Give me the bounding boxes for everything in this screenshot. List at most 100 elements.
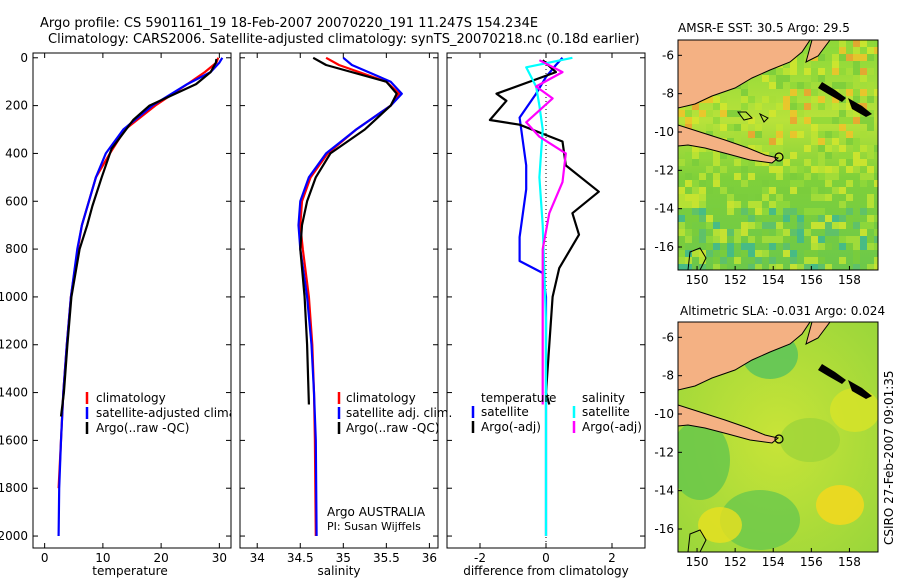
sst-cell (776, 187, 783, 194)
sst-cell (706, 187, 713, 194)
x-tick-label: 36 (422, 551, 437, 565)
sst-cell (832, 145, 839, 152)
sst-cell (853, 166, 860, 173)
sst-cell (706, 96, 713, 103)
sst-cell (769, 257, 776, 264)
sst-cell (783, 243, 790, 250)
sst-cell (790, 257, 797, 264)
sst-cell (839, 82, 846, 89)
sst-cell (867, 54, 874, 61)
legend-label-argo: Argo(..raw -QC) (96, 421, 189, 435)
sst-cell (769, 187, 776, 194)
sst-cell (846, 68, 853, 75)
sst-cell (755, 194, 762, 201)
sst-cell (720, 264, 727, 270)
sst-cell (790, 131, 797, 138)
difference-legend: temperature satellite Argo(-adj) salinit… (471, 391, 642, 434)
sst-cell (699, 173, 706, 180)
sst-cell (874, 173, 878, 180)
sst-cell (853, 222, 860, 229)
y-tick-label: 600 (5, 194, 28, 208)
sst-cell (839, 47, 846, 54)
sst-cell (783, 229, 790, 236)
sst-cell (853, 89, 860, 96)
sst-cell (811, 194, 818, 201)
sst-cell (678, 194, 685, 201)
sst-cell (685, 257, 692, 264)
sst-cell (783, 250, 790, 257)
sst-cell (811, 89, 818, 96)
sst-cell (699, 257, 706, 264)
sst-cell (790, 166, 797, 173)
sst-cell (867, 40, 874, 47)
sst-cell (811, 187, 818, 194)
sst-cell (769, 208, 776, 215)
sst-cell (699, 187, 706, 194)
series-line (299, 56, 398, 405)
sst-cell (825, 145, 832, 152)
sst-cell (811, 243, 818, 250)
sst-cell (825, 180, 832, 187)
sst-cell (748, 215, 755, 222)
sst-cell (790, 82, 797, 89)
sst-cell (776, 152, 783, 159)
sst-cell (832, 103, 839, 110)
sst-cell (874, 47, 878, 54)
sst-cell (776, 201, 783, 208)
sst-cell (860, 229, 867, 236)
sst-cell (692, 229, 699, 236)
map-x-tick-label: 150 (686, 555, 709, 569)
sst-cell (839, 187, 846, 194)
sst-cell (783, 208, 790, 215)
sst-cell (874, 215, 878, 222)
sst-cell (769, 96, 776, 103)
sst-cell (853, 159, 860, 166)
sst-cell (853, 61, 860, 68)
sst-cell (692, 250, 699, 257)
sst-cell (741, 82, 748, 89)
sst-cell (748, 222, 755, 229)
map-y-tick-label: -8 (662, 369, 674, 383)
sst-cell (713, 236, 720, 243)
sst-cell (860, 208, 867, 215)
sst-cell (832, 131, 839, 138)
sst-cell (818, 215, 825, 222)
sst-cell (713, 264, 720, 270)
sst-cell (811, 159, 818, 166)
sst-cell (790, 61, 797, 68)
sst-cell (839, 215, 846, 222)
sst-cell (797, 110, 804, 117)
map-x-tick-label: 156 (800, 273, 823, 287)
sst-cell (776, 159, 783, 166)
sst-cell (734, 236, 741, 243)
sst-cell (699, 264, 706, 270)
sst-cell (832, 82, 839, 89)
sst-cell (818, 75, 825, 82)
sst-cell (853, 54, 860, 61)
sst-cell (797, 166, 804, 173)
sst-cell (790, 117, 797, 124)
side-timestamp: CSIRO 27-Feb-2007 09:01:35 (882, 370, 896, 545)
sst-cell (818, 117, 825, 124)
sst-cell (853, 82, 860, 89)
sst-cell (720, 124, 727, 131)
sst-cell (818, 187, 825, 194)
sst-cell (804, 250, 811, 257)
sla-mid-1 (780, 418, 840, 462)
sst-cell (804, 117, 811, 124)
sst-cell (853, 152, 860, 159)
y-tick-label: 0 (20, 51, 28, 65)
sst-cell (811, 96, 818, 103)
sst-cell (790, 103, 797, 110)
sst-cell (860, 159, 867, 166)
legend-label-climatology: climatology (96, 391, 166, 405)
sst-cell (867, 194, 874, 201)
sst-cell (839, 222, 846, 229)
y-tick-label: 800 (5, 242, 28, 256)
sst-cell (727, 194, 734, 201)
sla-map-frame (677, 321, 879, 553)
sst-cell (811, 131, 818, 138)
sst-cell (867, 68, 874, 75)
sst-cell (734, 138, 741, 145)
sst-cell (874, 152, 878, 159)
